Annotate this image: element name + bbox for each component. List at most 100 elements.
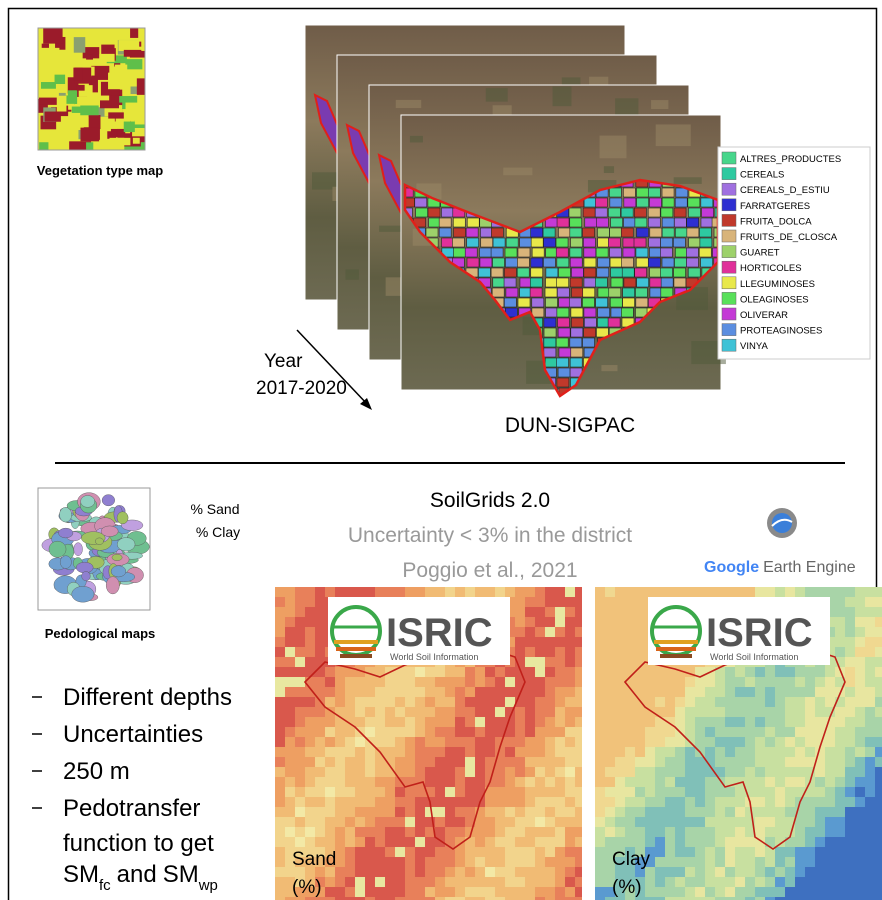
map-cell bbox=[315, 737, 325, 747]
map-cell bbox=[605, 767, 615, 777]
map-cell bbox=[355, 867, 365, 877]
map-cell bbox=[505, 777, 515, 787]
map-cell bbox=[845, 827, 855, 837]
terrain-patch bbox=[615, 98, 638, 114]
parcel bbox=[517, 258, 529, 267]
map-cell bbox=[845, 797, 855, 807]
map-cell bbox=[535, 617, 545, 627]
map-cell bbox=[765, 877, 775, 887]
map-cell bbox=[575, 807, 585, 817]
map-cell bbox=[605, 817, 615, 827]
map-cell bbox=[605, 597, 615, 607]
map-cell bbox=[705, 587, 715, 597]
parcel bbox=[416, 208, 428, 217]
map-cell bbox=[555, 637, 565, 647]
map-cell bbox=[815, 867, 825, 877]
map-cell bbox=[855, 627, 865, 637]
map-cell bbox=[565, 587, 575, 597]
map-cell bbox=[845, 817, 855, 827]
parcel bbox=[558, 368, 570, 377]
map-cell bbox=[465, 787, 475, 797]
map-cell bbox=[575, 747, 585, 757]
map-cell bbox=[485, 737, 495, 747]
map-cell bbox=[495, 717, 505, 727]
parcel bbox=[571, 288, 583, 297]
map-cell bbox=[685, 677, 695, 687]
map-cell bbox=[405, 697, 415, 707]
parcel bbox=[557, 308, 569, 317]
map-cell bbox=[555, 767, 565, 777]
map-cell bbox=[825, 827, 835, 837]
map-cell bbox=[645, 727, 655, 737]
map-cell bbox=[635, 757, 645, 767]
map-cell bbox=[785, 807, 795, 817]
parcel bbox=[504, 298, 516, 307]
map-cell bbox=[605, 777, 615, 787]
map-cell bbox=[825, 697, 835, 707]
parcel bbox=[689, 238, 701, 247]
map-cell bbox=[795, 817, 805, 827]
map-cell bbox=[275, 717, 285, 727]
isric-stripe bbox=[336, 647, 376, 651]
map-cell bbox=[465, 847, 475, 857]
map-cell bbox=[285, 707, 295, 717]
map-cell bbox=[525, 737, 535, 747]
parcel bbox=[570, 338, 582, 347]
parcel bbox=[610, 248, 622, 257]
map-cell bbox=[795, 847, 805, 857]
map-cell bbox=[535, 797, 545, 807]
map-cell bbox=[365, 787, 375, 797]
map-cell bbox=[285, 587, 295, 597]
map-cell bbox=[705, 717, 715, 727]
map-cell bbox=[785, 707, 795, 717]
map-cell bbox=[575, 777, 585, 787]
map-cell bbox=[425, 867, 435, 877]
parcel bbox=[414, 398, 426, 407]
map-cell bbox=[555, 757, 565, 767]
map-cell bbox=[565, 657, 575, 667]
map-cell bbox=[305, 797, 315, 807]
map-cell bbox=[485, 817, 495, 827]
bullet: Different depths bbox=[63, 684, 232, 711]
parcel bbox=[442, 238, 454, 247]
map-cell bbox=[305, 677, 315, 687]
map-cell bbox=[335, 667, 345, 677]
map-cell bbox=[315, 757, 325, 767]
map-cell bbox=[805, 887, 815, 897]
map-cell bbox=[345, 887, 355, 897]
map-cell bbox=[855, 677, 865, 687]
parcel bbox=[530, 288, 542, 297]
map-cell bbox=[755, 827, 765, 837]
map-cell bbox=[665, 687, 675, 697]
map-cell bbox=[275, 677, 285, 687]
map-cell bbox=[695, 797, 705, 807]
parcel bbox=[506, 288, 518, 297]
map-cell bbox=[765, 787, 775, 797]
map-cell bbox=[455, 677, 465, 687]
parcel bbox=[479, 248, 491, 257]
map-cell bbox=[835, 777, 845, 787]
legend-label: FRUITS_DE_CLOSCA bbox=[740, 232, 838, 243]
parcel bbox=[621, 258, 633, 267]
parcel bbox=[582, 298, 594, 307]
map-cell bbox=[615, 697, 625, 707]
map-cell bbox=[415, 837, 425, 847]
map-cell bbox=[555, 657, 565, 667]
map-cell bbox=[575, 597, 585, 607]
map-unit: (%) bbox=[292, 877, 322, 898]
map-cell bbox=[275, 847, 285, 857]
and: and bbox=[117, 861, 157, 888]
year-arrow-head bbox=[360, 398, 372, 410]
map-cell bbox=[385, 827, 395, 837]
map-cell bbox=[505, 767, 515, 777]
map-cell bbox=[815, 677, 825, 687]
map-cell bbox=[295, 797, 305, 807]
parcel bbox=[611, 218, 623, 227]
map-cell bbox=[855, 597, 865, 607]
map-cell bbox=[605, 647, 615, 657]
map-cell bbox=[515, 767, 525, 777]
map-cell bbox=[615, 687, 625, 697]
veg-parcel bbox=[80, 128, 99, 142]
map-cell bbox=[695, 867, 705, 877]
map-cell bbox=[675, 747, 685, 757]
